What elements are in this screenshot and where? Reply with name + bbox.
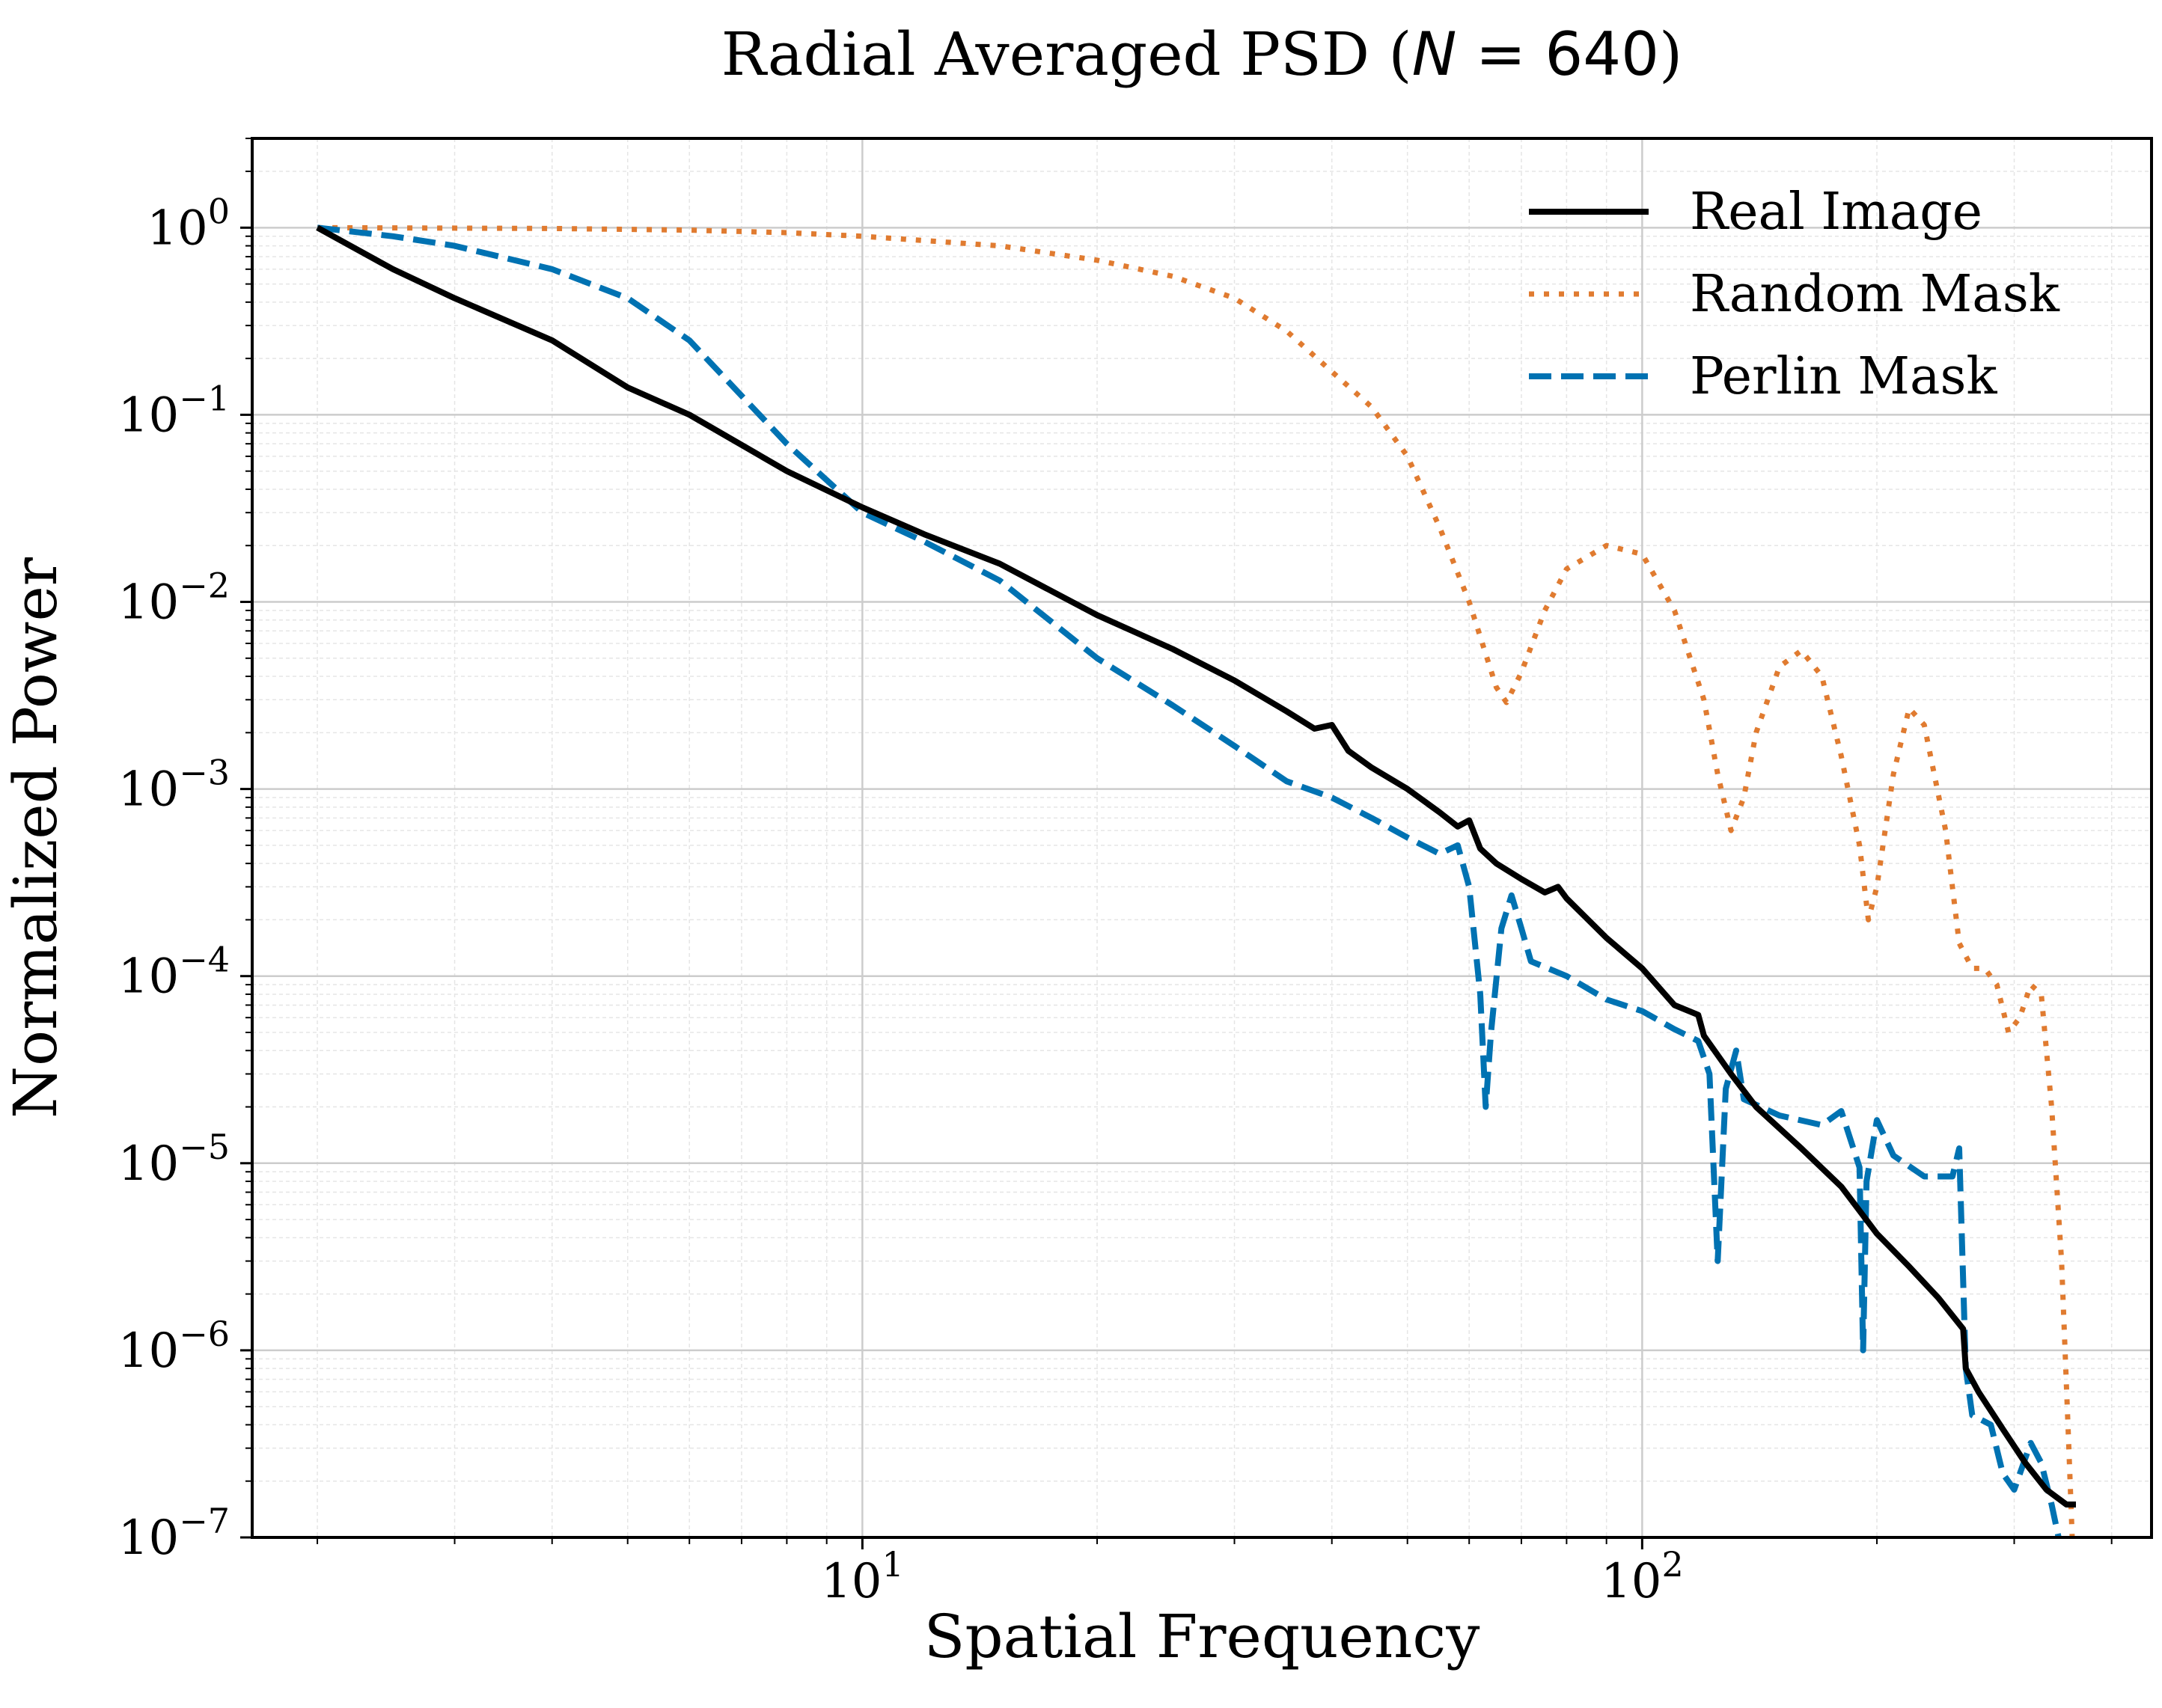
x-tick-label-exponent: 2	[1661, 1544, 1683, 1585]
chart-title: Radial Averaged PSD (N = 640)	[721, 19, 1683, 89]
series-line-perlin-mask	[317, 224, 2062, 1537]
y-tick-label-base: 10	[118, 949, 179, 1005]
y-tick-label-exponent: −7	[179, 1501, 230, 1541]
title-variable: N	[1412, 19, 1457, 89]
y-tick-label-exponent: −1	[179, 378, 230, 418]
x-axis-label: Spatial Frequency	[924, 1602, 1480, 1671]
y-tick-label-base: 10	[147, 201, 207, 256]
x-tick-label: 101	[821, 1544, 904, 1609]
y-tick-label-exponent: −3	[179, 753, 230, 793]
y-tick-label-base: 10	[118, 1510, 179, 1566]
major-grid	[252, 138, 2152, 1537]
y-tick-label: 10−3	[118, 753, 230, 818]
y-axis-label: Normalized Power	[1, 557, 70, 1118]
x-tick-labels: 101 102	[821, 1544, 1684, 1609]
series-line-random-mask	[317, 224, 2075, 1537]
y-tick-label: 10−4	[118, 940, 230, 1005]
y-tick-label-base: 10	[118, 575, 179, 631]
y-tick-label-exponent: 0	[208, 191, 230, 231]
y-tick-label: 10−5	[118, 1127, 230, 1192]
y-tick-label: 100	[147, 191, 230, 256]
series-layer	[316, 224, 2076, 1537]
x-tick-label: 102	[1601, 1544, 1684, 1609]
x-tick-label-base: 10	[1601, 1554, 1661, 1609]
title-prefix: Radial Averaged PSD (	[721, 19, 1412, 89]
x-tick-label-exponent: 1	[882, 1544, 903, 1585]
y-tick-label-exponent: −4	[179, 940, 230, 980]
y-tick-label-exponent: −6	[179, 1314, 230, 1354]
x-tick-label-base: 10	[821, 1554, 882, 1609]
title-suffix: )	[1659, 19, 1682, 89]
y-tick-label-base: 10	[118, 388, 179, 443]
title-equals: = 640	[1456, 19, 1659, 89]
legend: Real Image Random Mask Perlin Mask	[1529, 183, 2060, 406]
legend-label-perlin-mask: Perlin Mask	[1690, 347, 1997, 406]
y-tick-label-base: 10	[118, 762, 179, 818]
series-line-real-image	[316, 224, 2076, 1507]
legend-label-random-mask: Random Mask	[1690, 265, 2060, 324]
y-tick-label-base: 10	[118, 1136, 179, 1192]
y-tick-label: 10−2	[118, 566, 230, 631]
y-tick-label: 10−6	[118, 1314, 230, 1379]
y-tick-label-base: 10	[118, 1323, 179, 1379]
legend-label-real-image: Real Image	[1690, 183, 1982, 242]
y-tick-label-exponent: −5	[179, 1127, 230, 1167]
y-tick-label-exponent: −2	[179, 566, 230, 606]
y-tick-label: 10−7	[118, 1501, 230, 1566]
y-tick-label: 10−1	[118, 378, 230, 443]
plot-frame	[251, 137, 2153, 1539]
minor-grid	[252, 138, 2152, 1537]
